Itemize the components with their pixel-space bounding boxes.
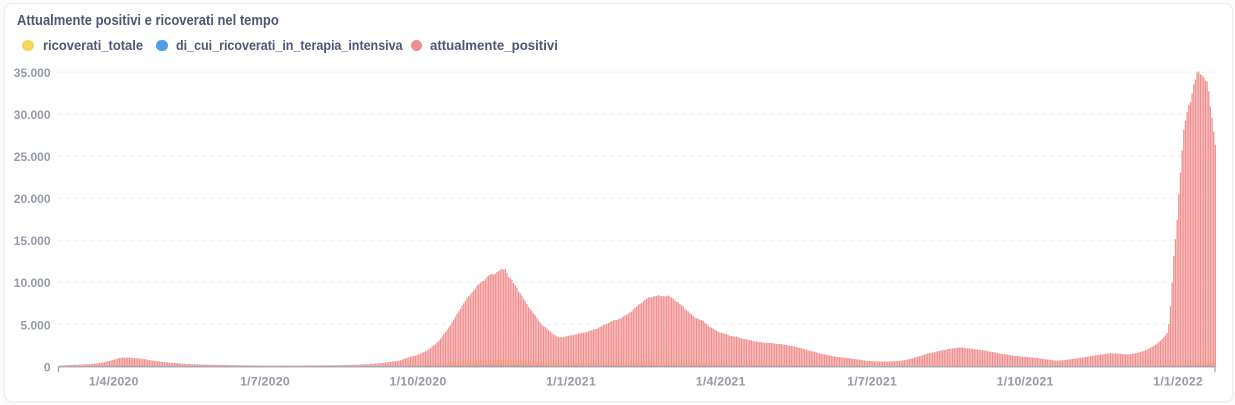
svg-text:15.000: 15.000 — [14, 234, 51, 248]
svg-text:1/1/2021: 1/1/2021 — [546, 374, 596, 388]
svg-text:0: 0 — [44, 360, 51, 374]
svg-text:1/1/2022: 1/1/2022 — [1153, 374, 1203, 388]
svg-text:1/7/2020: 1/7/2020 — [240, 374, 290, 388]
svg-text:1/7/2021: 1/7/2021 — [847, 374, 897, 388]
svg-text:30.000: 30.000 — [14, 108, 51, 122]
svg-text:35.000: 35.000 — [14, 66, 51, 80]
svg-text:20.000: 20.000 — [14, 192, 51, 206]
svg-text:1/4/2020: 1/4/2020 — [89, 374, 139, 388]
svg-text:1/10/2021: 1/10/2021 — [997, 374, 1054, 388]
svg-text:1/10/2020: 1/10/2020 — [390, 374, 447, 388]
svg-text:1/4/2021: 1/4/2021 — [696, 374, 746, 388]
svg-text:25.000: 25.000 — [14, 150, 51, 164]
svg-text:10.000: 10.000 — [14, 276, 51, 290]
svg-text:5.000: 5.000 — [20, 318, 50, 332]
